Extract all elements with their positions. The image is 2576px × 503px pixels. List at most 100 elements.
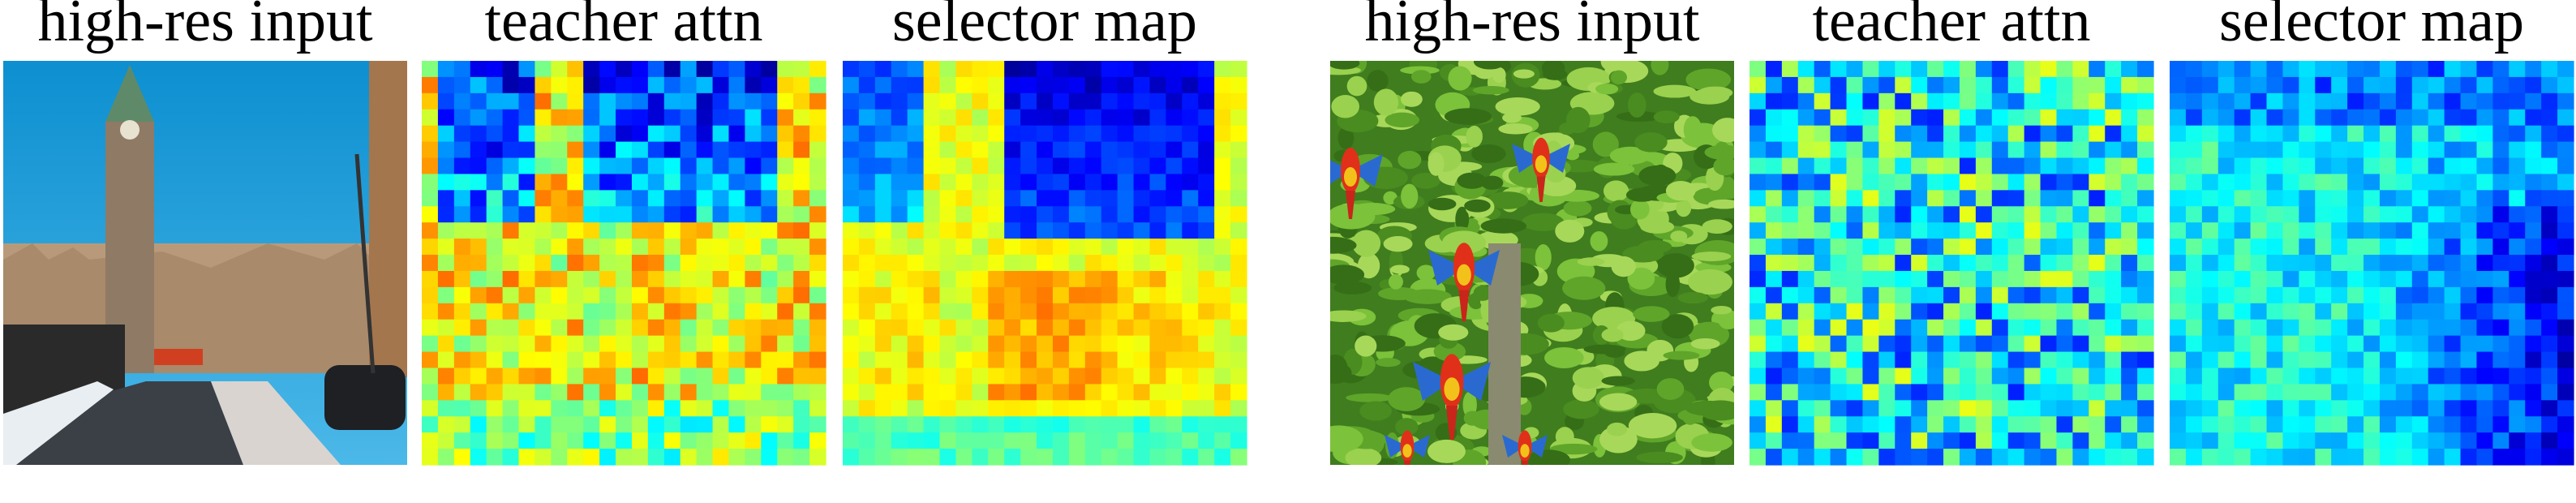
heatmap-cell <box>599 141 616 159</box>
heatmap-cell <box>1943 270 1960 288</box>
heatmap-cell <box>647 206 665 223</box>
heatmap-cell <box>2105 239 2122 256</box>
heatmap-cell <box>2218 449 2235 466</box>
heatmap-cell <box>761 61 778 78</box>
heatmap-cell <box>1765 303 1783 320</box>
heatmap-cell <box>2525 109 2542 127</box>
heatmap-cell <box>1101 416 1118 433</box>
heatmap-cell <box>1166 141 1183 159</box>
heatmap-cell <box>567 92 584 110</box>
heatmap-cell <box>1214 319 1231 337</box>
heatmap-cell <box>843 432 860 449</box>
heatmap-cell <box>437 239 455 256</box>
heatmap-cell <box>2121 416 2138 433</box>
heatmap-cell <box>2218 400 2235 417</box>
heatmap-cell <box>891 239 908 256</box>
heatmap-cell <box>2444 449 2462 466</box>
heatmap-cell <box>583 384 600 401</box>
heatmap-cell <box>453 384 471 401</box>
heatmap-cell <box>567 109 584 127</box>
heatmap-cell <box>1797 303 1815 320</box>
heatmap-cell <box>2363 141 2381 159</box>
heatmap-cell <box>2234 239 2252 256</box>
heatmap-cell <box>696 335 714 353</box>
heatmap-cell <box>2379 335 2397 353</box>
heatmap-cell <box>502 125 520 143</box>
heatmap-cell <box>2234 92 2252 110</box>
heatmap-cell <box>422 255 439 272</box>
heatmap-cell <box>777 319 794 337</box>
heatmap-cell <box>535 125 552 143</box>
heatmap-cell <box>616 368 633 385</box>
heatmap-cell <box>2395 174 2413 191</box>
heatmap-cell <box>2072 92 2089 110</box>
heatmap-cell <box>1797 239 1815 256</box>
heatmap-cell <box>1781 384 1799 401</box>
heatmap-cell <box>583 400 600 417</box>
heatmap-cell <box>2411 270 2429 288</box>
heatmap-cell <box>2411 206 2429 223</box>
heatmap-cell <box>1878 351 1896 369</box>
heatmap-cell <box>2056 92 2073 110</box>
heatmap-cell <box>1230 319 1247 337</box>
heatmap-cell <box>1846 222 1864 239</box>
heatmap-cell <box>1830 174 1848 191</box>
heatmap-cell <box>923 368 941 385</box>
heatmap-cell <box>1927 449 1944 466</box>
heatmap-cell <box>2460 368 2478 385</box>
leaf <box>1330 355 1348 381</box>
heatmap-cell <box>1117 76 1135 94</box>
heatmap-cell <box>2072 109 2089 127</box>
heatmap-cell <box>2234 157 2252 175</box>
heatmap-cell <box>1166 206 1183 223</box>
heatmap-cell <box>2331 141 2348 159</box>
heatmap-cell <box>1004 432 1021 449</box>
heatmap-cell <box>470 222 487 239</box>
heatmap-cell <box>1911 157 1928 175</box>
heatmap-cell <box>2331 351 2348 369</box>
heatmap-cell <box>1182 125 1199 143</box>
heatmap-cell <box>728 92 745 110</box>
heatmap-cell <box>2137 141 2154 159</box>
heatmap-cell <box>535 319 552 337</box>
heatmap-cell <box>583 255 600 272</box>
heatmap-cell <box>1117 303 1135 320</box>
leaf <box>1600 61 1634 73</box>
heatmap-cell <box>647 141 665 159</box>
heatmap-cell <box>2201 239 2219 256</box>
heatmap-cell <box>2024 190 2041 207</box>
heatmap-cell <box>2492 400 2509 417</box>
heatmap-cell <box>1084 270 1102 288</box>
heatmap-cell <box>1020 335 1037 353</box>
heatmap-cell <box>1149 286 1166 304</box>
heatmap-cell <box>1959 174 1977 191</box>
heatmap-cell <box>1862 286 1879 304</box>
heatmap-cell <box>1862 125 1879 143</box>
heatmap-cell <box>1797 449 1815 466</box>
heatmap-cell <box>1830 190 1848 207</box>
heatmap-cell <box>1975 157 1993 175</box>
heatmap-cell <box>2218 319 2235 337</box>
heatmap-cell <box>1878 416 1896 433</box>
heatmap-cell <box>2007 174 2025 191</box>
heatmap-cell <box>2347 255 2364 272</box>
panel-title: selector map <box>892 0 1197 54</box>
heatmap-cell <box>2040 270 2058 288</box>
heatmap-cell <box>470 157 487 175</box>
leaf <box>1526 449 1570 465</box>
heatmap-cell <box>486 351 504 369</box>
heatmap-cell <box>1991 432 2009 449</box>
heatmap-cell <box>2185 239 2203 256</box>
heatmap-cell <box>567 384 584 401</box>
heatmap-cell <box>1878 239 1896 256</box>
heatmap-cell <box>1198 432 1215 449</box>
heatmap-cell <box>1911 286 1928 304</box>
heatmap-cell <box>1230 125 1247 143</box>
heatmap-cell <box>486 335 504 353</box>
heatmap-cell <box>1975 76 1993 94</box>
heatmap-cell <box>2444 125 2462 143</box>
heatmap-cell <box>988 109 1005 127</box>
heatmap-cell <box>1750 384 1767 401</box>
heatmap-cell <box>2282 400 2299 417</box>
heatmap-cell <box>422 222 439 239</box>
